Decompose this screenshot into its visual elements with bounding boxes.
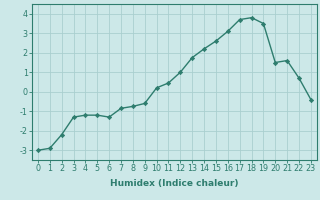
X-axis label: Humidex (Indice chaleur): Humidex (Indice chaleur) [110, 179, 239, 188]
